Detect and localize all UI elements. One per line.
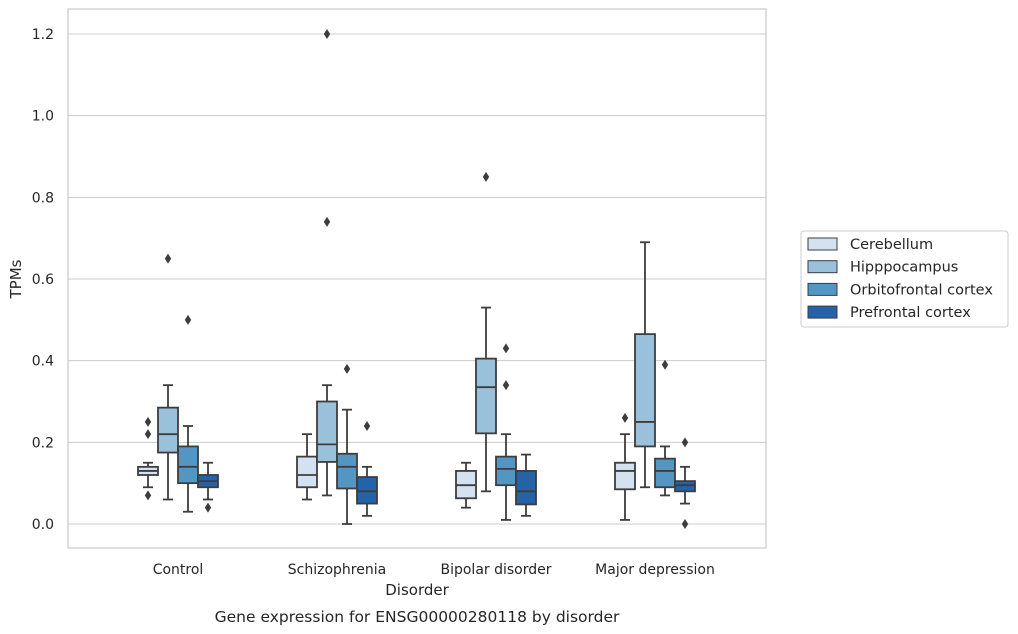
- y-tick-label: 0.4: [32, 354, 54, 370]
- outlier-point: [661, 359, 669, 370]
- legend-label: Hipppocampus: [850, 260, 958, 276]
- x-tick-label: Bipolar disorder: [440, 562, 551, 578]
- box: [336, 452, 358, 490]
- y-axis-title: TPMs: [7, 259, 25, 299]
- boxplot: [475, 171, 497, 493]
- y-tick-label: 0.6: [32, 272, 54, 288]
- boxplot: [674, 437, 696, 529]
- plot-area-frame: [67, 8, 767, 549]
- outlier-point: [363, 421, 371, 431]
- box: [475, 357, 497, 435]
- outlier-point: [204, 502, 212, 513]
- chart-caption: Gene expression for ENSG00000280118 by d…: [215, 608, 620, 626]
- legend-swatch: [807, 260, 838, 274]
- y-tick-label: 0.0: [32, 517, 54, 533]
- outlier-point: [144, 490, 152, 501]
- legend-swatch: [807, 305, 838, 319]
- x-tick-label: Major depression: [595, 562, 715, 578]
- legend-swatch: [807, 282, 838, 296]
- boxplot: [197, 461, 219, 513]
- box: [296, 455, 318, 489]
- legend-frame: [800, 230, 1009, 328]
- outlier-point: [164, 253, 172, 264]
- legend-swatch: [807, 237, 838, 251]
- box: [495, 455, 517, 487]
- y-axis-ticks: 0.0 0.2 0.4 0.6 0.8 1.0 1.2: [32, 27, 54, 533]
- box: [177, 445, 199, 485]
- legend-label: Orbitofrontal cortex: [850, 282, 993, 298]
- x-tick-label: Schizophrenia: [288, 562, 386, 578]
- outlier-point: [502, 343, 510, 354]
- box: [515, 470, 537, 506]
- outlier-point: [621, 412, 629, 423]
- y-tick-label: 1.2: [32, 27, 54, 43]
- boxplot: [614, 412, 636, 521]
- boxplot: [654, 359, 676, 497]
- boxplot: [634, 241, 656, 489]
- legend-label: Prefrontal cortex: [850, 305, 971, 321]
- box: [356, 476, 378, 505]
- outlier-point: [184, 314, 192, 325]
- boxplot: [177, 314, 199, 513]
- grid-lines: [68, 33, 766, 525]
- legend: Cerebellum Hipppocampus Orbitofrontal cort…: [800, 230, 1009, 328]
- x-tick-label: Control: [153, 562, 204, 578]
- boxplot: [336, 363, 358, 525]
- outlier-point: [343, 363, 351, 374]
- box: [674, 480, 696, 493]
- outlier-point: [144, 416, 152, 427]
- boxplot: [356, 421, 378, 517]
- box: [316, 400, 338, 463]
- y-tick-label: 1.0: [32, 109, 54, 125]
- outlier-point: [144, 429, 152, 440]
- outlier-point: [502, 380, 510, 391]
- outlier-point: [681, 437, 689, 448]
- legend-label: Cerebellum: [850, 237, 933, 253]
- box: [157, 406, 179, 454]
- outlier-point: [482, 171, 490, 182]
- boxplots: [137, 29, 696, 529]
- boxplot: [495, 343, 517, 521]
- x-axis-ticks: Control Schizophrenia Bipolar disorder Majo…: [153, 562, 715, 578]
- x-axis-title: Disorder: [385, 581, 449, 599]
- outlier-point: [323, 29, 331, 39]
- y-tick-label: 0.8: [32, 190, 54, 206]
- box: [634, 333, 656, 448]
- boxplot: [296, 433, 318, 501]
- boxplot: [157, 253, 179, 501]
- outlier-point: [681, 519, 689, 529]
- boxplot: [515, 453, 537, 517]
- y-tick-label: 0.2: [32, 435, 54, 451]
- box: [654, 457, 676, 489]
- boxplot: [137, 416, 159, 501]
- box: [614, 461, 636, 491]
- boxplot: [316, 29, 338, 497]
- boxplot: [455, 461, 477, 509]
- outlier-point: [323, 216, 331, 227]
